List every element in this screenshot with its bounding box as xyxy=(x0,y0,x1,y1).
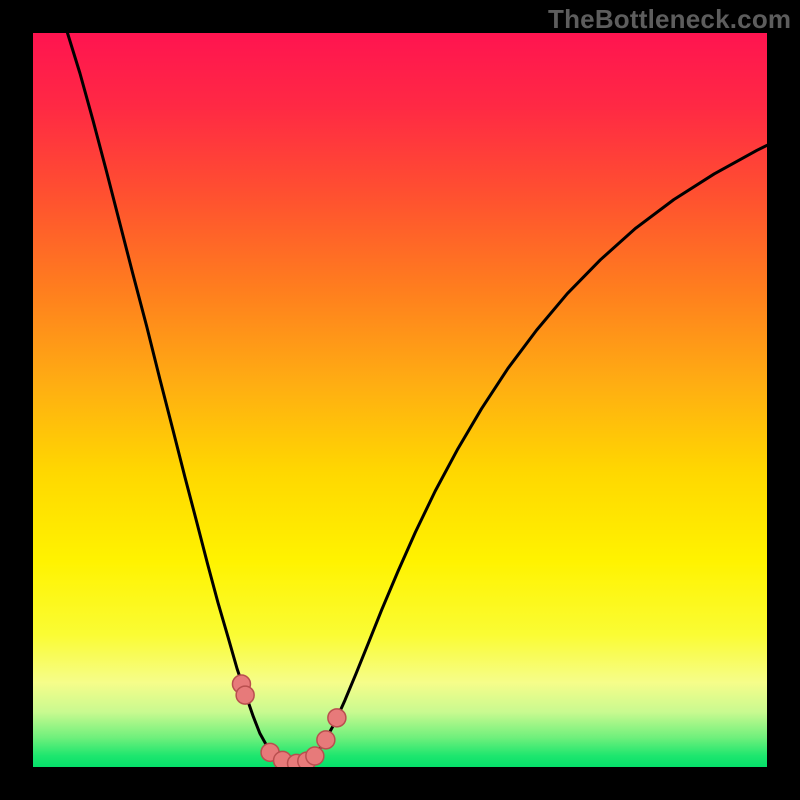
watermark-label: TheBottleneck.com xyxy=(548,4,791,35)
data-marker xyxy=(306,747,324,765)
data-marker xyxy=(317,731,335,749)
plot-area xyxy=(33,33,767,767)
gradient-background xyxy=(33,33,767,767)
data-marker xyxy=(328,709,346,727)
plot-svg xyxy=(33,33,767,767)
data-marker xyxy=(236,686,254,704)
chart-canvas: TheBottleneck.com xyxy=(0,0,800,800)
